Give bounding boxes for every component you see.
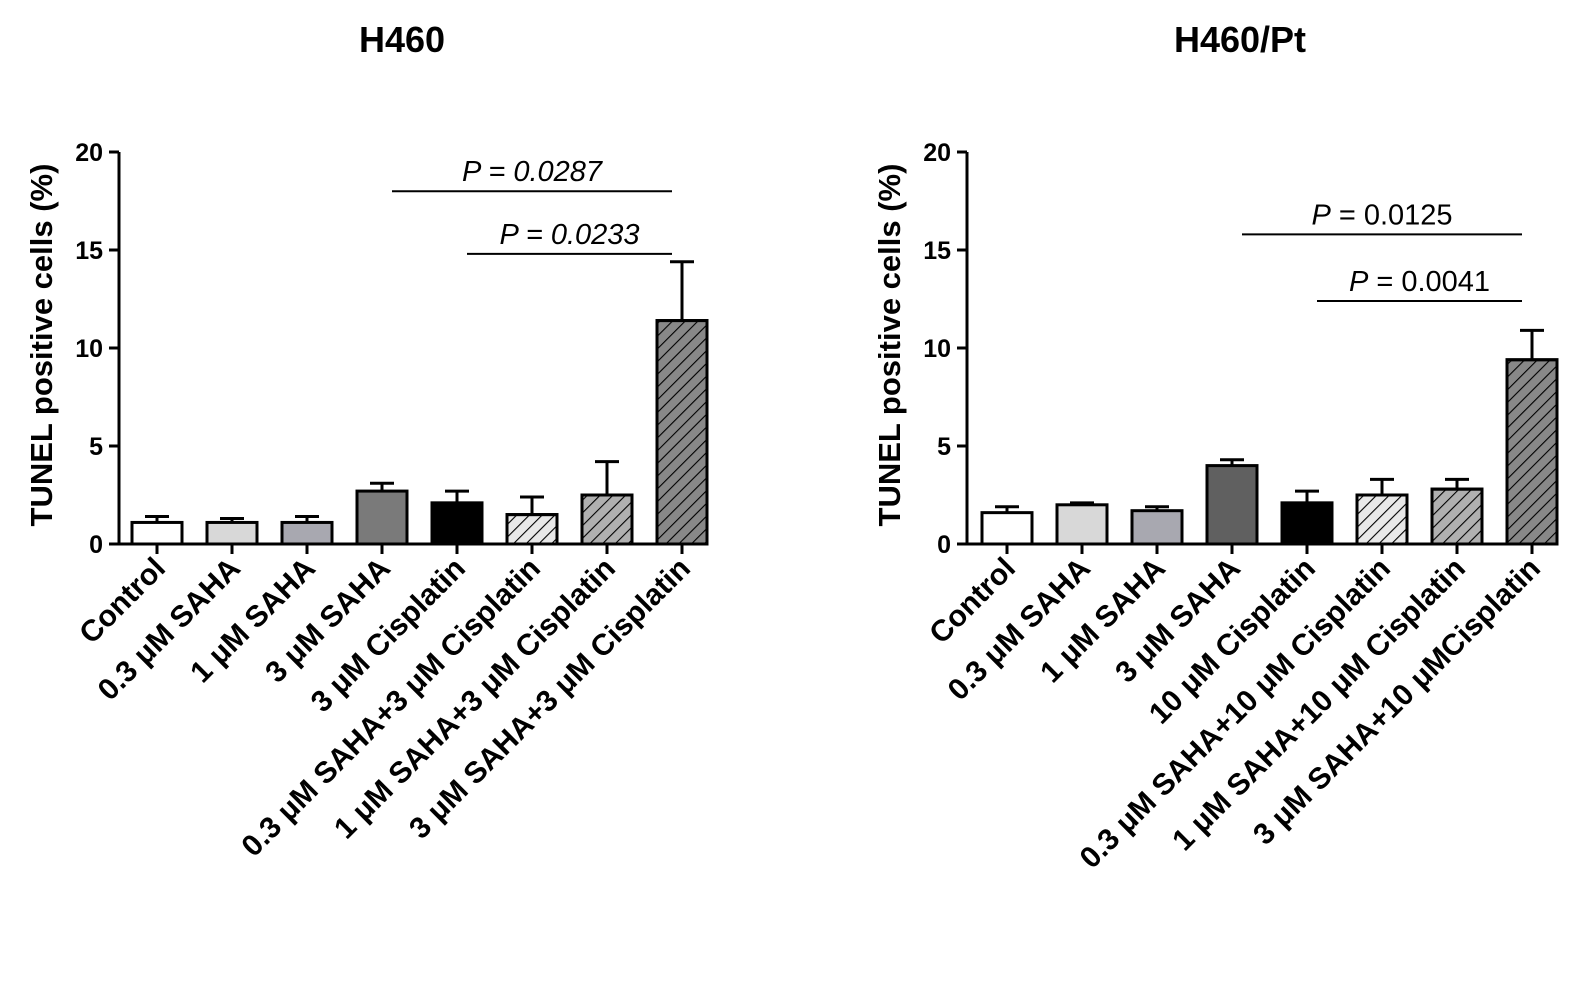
bar-hatch [1505, 358, 1559, 546]
bar-hatch [1430, 487, 1484, 546]
chart-title: H460 [359, 19, 445, 60]
y-tick-label: 5 [937, 433, 951, 461]
y-tick-label: 10 [75, 335, 103, 363]
bar [1205, 464, 1259, 546]
chart-panel-h460: H460 TUNEL positive cells (%) 0 5 10 15 20 P… [24, 19, 709, 863]
bar [280, 520, 334, 546]
bar-hatch [580, 493, 634, 546]
bar-hatch [655, 319, 709, 546]
p-value-label: P = 0.0287 [462, 156, 604, 188]
bar [1055, 503, 1109, 546]
y-tick-label: 0 [89, 531, 103, 559]
y-tick-label: 15 [923, 237, 951, 265]
bar [430, 501, 484, 546]
bar-hatch [505, 513, 559, 546]
y-axis-label: TUNEL positive cells (%) [872, 164, 907, 527]
y-tick-label: 20 [75, 139, 103, 167]
p-value-label: P = 0.0125 [1311, 199, 1452, 231]
bar [1130, 509, 1184, 546]
y-tick-label: 0 [937, 531, 951, 559]
chart-panel-h460-pt: H460/Pt TUNEL positive cells (%) 0 5 10 15 2… [872, 19, 1559, 875]
p-value-label: P = 0.0041 [1349, 266, 1490, 298]
y-tick-label: 10 [923, 335, 951, 363]
y-tick-label: 5 [89, 433, 103, 461]
bar [980, 511, 1034, 546]
bar [130, 520, 184, 546]
chart-title: H460/Pt [1174, 19, 1306, 60]
bar [205, 520, 259, 546]
y-axis-label: TUNEL positive cells (%) [24, 164, 59, 527]
y-tick-label: 15 [75, 237, 103, 265]
y-tick-label: 20 [923, 139, 951, 167]
bar [355, 489, 409, 546]
bar [1280, 501, 1334, 546]
p-value-label: P = 0.0233 [499, 219, 639, 251]
bar-hatch [1355, 493, 1409, 546]
